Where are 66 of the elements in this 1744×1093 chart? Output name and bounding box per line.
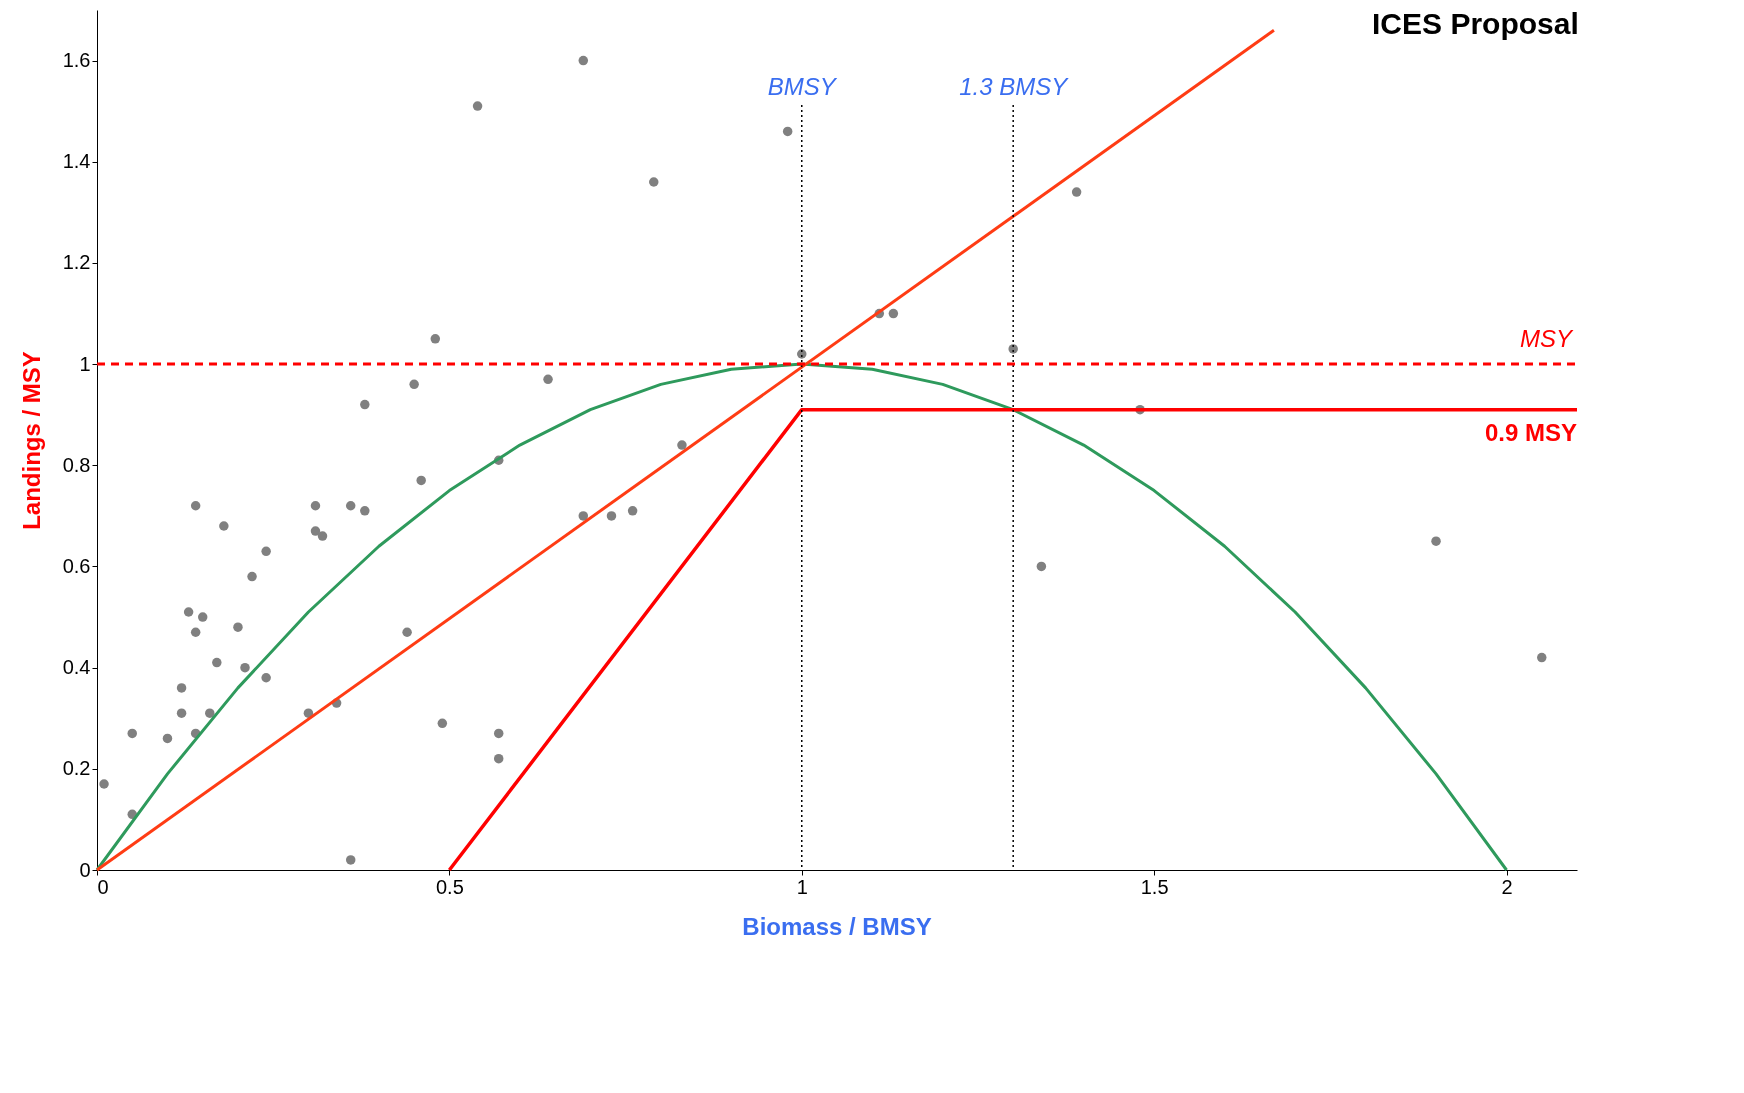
x-tick-label: 0 xyxy=(97,875,109,898)
series-label: 0.9 MSY xyxy=(1484,418,1577,446)
point xyxy=(212,657,222,668)
point xyxy=(627,506,638,516)
point xyxy=(162,733,173,744)
y-tick-label: 1 xyxy=(79,352,91,375)
ref-line-label: 1.3 BMSY xyxy=(959,73,1070,100)
y-tick-label: 1.4 xyxy=(62,150,91,173)
point xyxy=(578,55,589,66)
point xyxy=(416,475,426,486)
ref-line-label: BMSY xyxy=(767,73,838,100)
y-tick-label: 0.2 xyxy=(62,757,91,780)
point xyxy=(437,718,448,729)
point xyxy=(197,612,208,622)
y-tick-label: 1.6 xyxy=(62,49,91,72)
point xyxy=(261,546,271,557)
point xyxy=(219,521,229,531)
point xyxy=(1537,652,1547,663)
x-tick-label: 0.5 xyxy=(435,875,464,898)
point xyxy=(205,708,215,718)
point xyxy=(649,177,659,187)
point xyxy=(127,728,137,739)
point xyxy=(472,101,483,111)
point xyxy=(1431,536,1441,546)
point xyxy=(409,379,419,390)
point xyxy=(493,728,504,739)
point xyxy=(345,501,356,511)
point xyxy=(677,440,687,450)
y-tick-label: 0.4 xyxy=(62,656,91,679)
point xyxy=(183,607,194,617)
point xyxy=(176,708,187,718)
point xyxy=(233,622,243,632)
ref-line-label: MSY xyxy=(1519,325,1574,353)
point xyxy=(578,511,589,521)
point xyxy=(190,501,201,511)
point xyxy=(493,753,504,764)
point xyxy=(360,399,370,410)
point xyxy=(606,511,617,521)
point xyxy=(345,855,356,865)
x-tick-label: 2 xyxy=(1501,875,1513,898)
point xyxy=(888,308,899,319)
point xyxy=(1071,187,1082,197)
y-axis-title: Landings / MSY xyxy=(17,351,45,530)
x-tick-label: 1 xyxy=(796,875,808,898)
point xyxy=(261,673,271,683)
point xyxy=(176,683,187,693)
point xyxy=(543,374,553,385)
point xyxy=(247,571,257,582)
point xyxy=(99,779,109,789)
point xyxy=(360,506,370,516)
y-tick-label: 0.8 xyxy=(62,453,91,476)
chart-title: ICES Proposal xyxy=(1372,7,1579,40)
point xyxy=(430,334,441,344)
point xyxy=(402,627,412,637)
x-axis-title: Biomass / BMSY xyxy=(742,913,932,940)
y-tick-label: 1.2 xyxy=(62,251,91,274)
point xyxy=(782,126,793,137)
y-tick-label: 0.6 xyxy=(62,554,91,577)
point xyxy=(1036,561,1047,572)
point xyxy=(240,662,250,673)
point xyxy=(190,627,201,637)
point xyxy=(317,531,328,541)
point xyxy=(310,501,321,511)
x-tick-label: 1.5 xyxy=(1140,875,1169,898)
y-tick-label: 0 xyxy=(79,858,91,881)
point xyxy=(310,526,321,536)
